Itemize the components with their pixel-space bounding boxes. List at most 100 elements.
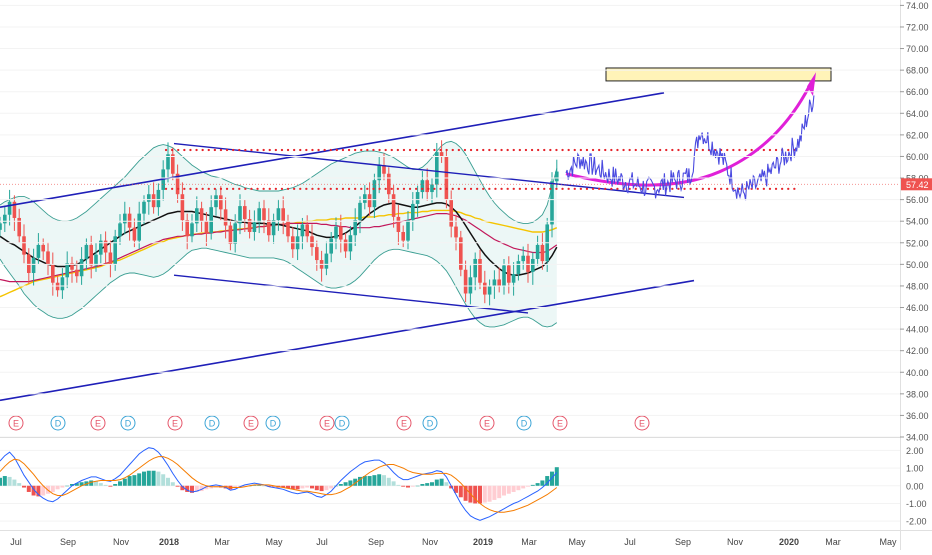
dividend-marker[interactable]: D xyxy=(120,415,136,431)
candle-body xyxy=(459,237,463,270)
marker-label: E xyxy=(639,419,645,429)
macd-histogram-bar xyxy=(204,485,209,490)
macd-histogram-bar xyxy=(511,485,516,492)
macd-histogram-bar xyxy=(26,485,31,492)
macd-histogram-bar xyxy=(526,485,530,487)
marker-label: E xyxy=(557,419,563,429)
earnings-marker[interactable]: E xyxy=(634,415,650,431)
candle-body xyxy=(228,225,233,244)
candle-body xyxy=(84,244,89,259)
macd-histogram-bar xyxy=(324,485,329,491)
dividend-marker[interactable]: D xyxy=(516,415,532,431)
candle-body xyxy=(70,263,74,270)
macd-histogram-bar xyxy=(343,482,348,486)
candle-body xyxy=(267,220,271,236)
earnings-marker[interactable]: E xyxy=(552,415,568,431)
macd-histogram-bar xyxy=(535,483,540,486)
earnings-marker[interactable]: E xyxy=(396,415,412,431)
target-zone-box xyxy=(605,67,832,82)
macd-histogram-bar xyxy=(550,471,554,486)
time-tick-label: 2019 xyxy=(473,537,493,547)
marker-label: E xyxy=(484,419,490,429)
candle-body xyxy=(535,244,540,259)
macd-histogram-bar xyxy=(420,484,425,486)
macd-histogram-bar xyxy=(170,482,175,486)
bollinger-fill xyxy=(0,141,557,327)
macd-histogram-bar xyxy=(70,484,74,486)
candle-body xyxy=(22,236,26,255)
candle-body xyxy=(7,201,12,215)
candle-body xyxy=(348,235,353,252)
dividend-marker[interactable]: D xyxy=(334,415,350,431)
time-tick-label: May xyxy=(879,537,897,547)
candle-body xyxy=(507,265,511,283)
candle-body xyxy=(147,194,151,202)
candle-body xyxy=(51,264,55,283)
macd-histogram-bar xyxy=(386,477,391,486)
marker-circle xyxy=(479,415,495,431)
candle-body xyxy=(343,239,348,252)
macd-histogram-bar xyxy=(132,475,137,486)
candle-body xyxy=(372,180,377,208)
marker-label: D xyxy=(427,419,434,429)
macd-histogram-bar xyxy=(425,483,430,486)
candle-body xyxy=(142,201,146,214)
price-tick-label: 52.00 xyxy=(906,238,929,248)
macd-histogram-bar xyxy=(290,485,295,490)
candle-body xyxy=(363,194,367,203)
candle-body xyxy=(199,208,204,222)
macd-histogram-bar xyxy=(55,485,60,490)
candle-body xyxy=(166,154,170,170)
macd-histogram-bar xyxy=(358,476,362,486)
candle-body xyxy=(123,213,127,224)
candle-body xyxy=(281,208,285,222)
candle-body xyxy=(156,189,161,208)
marker-label: E xyxy=(172,419,178,429)
earnings-marker[interactable]: E xyxy=(319,415,335,431)
macd-histogram-bar xyxy=(314,485,319,491)
price-tick-label: 34.00 xyxy=(906,433,929,443)
candle-body xyxy=(435,152,439,185)
macd-histogram-bar xyxy=(348,480,353,486)
candle-body xyxy=(118,223,122,237)
macd-histogram-bar xyxy=(74,483,79,486)
earnings-marker[interactable]: E xyxy=(167,415,183,431)
candle-body xyxy=(17,217,21,237)
candle-body xyxy=(103,240,108,253)
marker-circle xyxy=(422,415,438,431)
candle-body xyxy=(555,171,559,182)
candle-body xyxy=(113,236,117,265)
macd-tick-label: 2.00 xyxy=(906,446,924,456)
candle-body xyxy=(108,252,113,265)
candle-body xyxy=(185,220,189,237)
dividend-marker[interactable]: D xyxy=(204,415,220,431)
earnings-marker[interactable]: E xyxy=(8,415,24,431)
macd-histogram-bar xyxy=(151,470,156,486)
earnings-marker[interactable]: E xyxy=(479,415,495,431)
macd-histogram-bar xyxy=(180,485,185,491)
candle-body xyxy=(411,203,415,221)
marker-circle xyxy=(334,415,350,431)
marker-circle xyxy=(204,415,220,431)
macd-histogram-bar xyxy=(377,474,382,486)
bollinger-bands xyxy=(0,140,558,328)
earnings-marker[interactable]: E xyxy=(243,415,259,431)
candle-body xyxy=(132,227,137,241)
time-tick-label: Sep xyxy=(675,537,691,547)
macd-histogram-bar xyxy=(108,485,113,487)
dividend-marker[interactable]: D xyxy=(265,415,281,431)
price-tick-label: 74.00 xyxy=(906,1,929,11)
dividend-marker[interactable]: D xyxy=(50,415,66,431)
candle-body xyxy=(502,265,506,286)
price-tick-label: 48.00 xyxy=(906,281,929,291)
dividend-marker[interactable]: D xyxy=(422,415,438,431)
candle-body xyxy=(401,231,405,241)
candle-body xyxy=(214,195,218,208)
earnings-marker[interactable]: E xyxy=(90,415,106,431)
candle-body xyxy=(473,258,477,278)
candle-body xyxy=(305,224,309,237)
macd-histogram-bar xyxy=(89,480,94,486)
